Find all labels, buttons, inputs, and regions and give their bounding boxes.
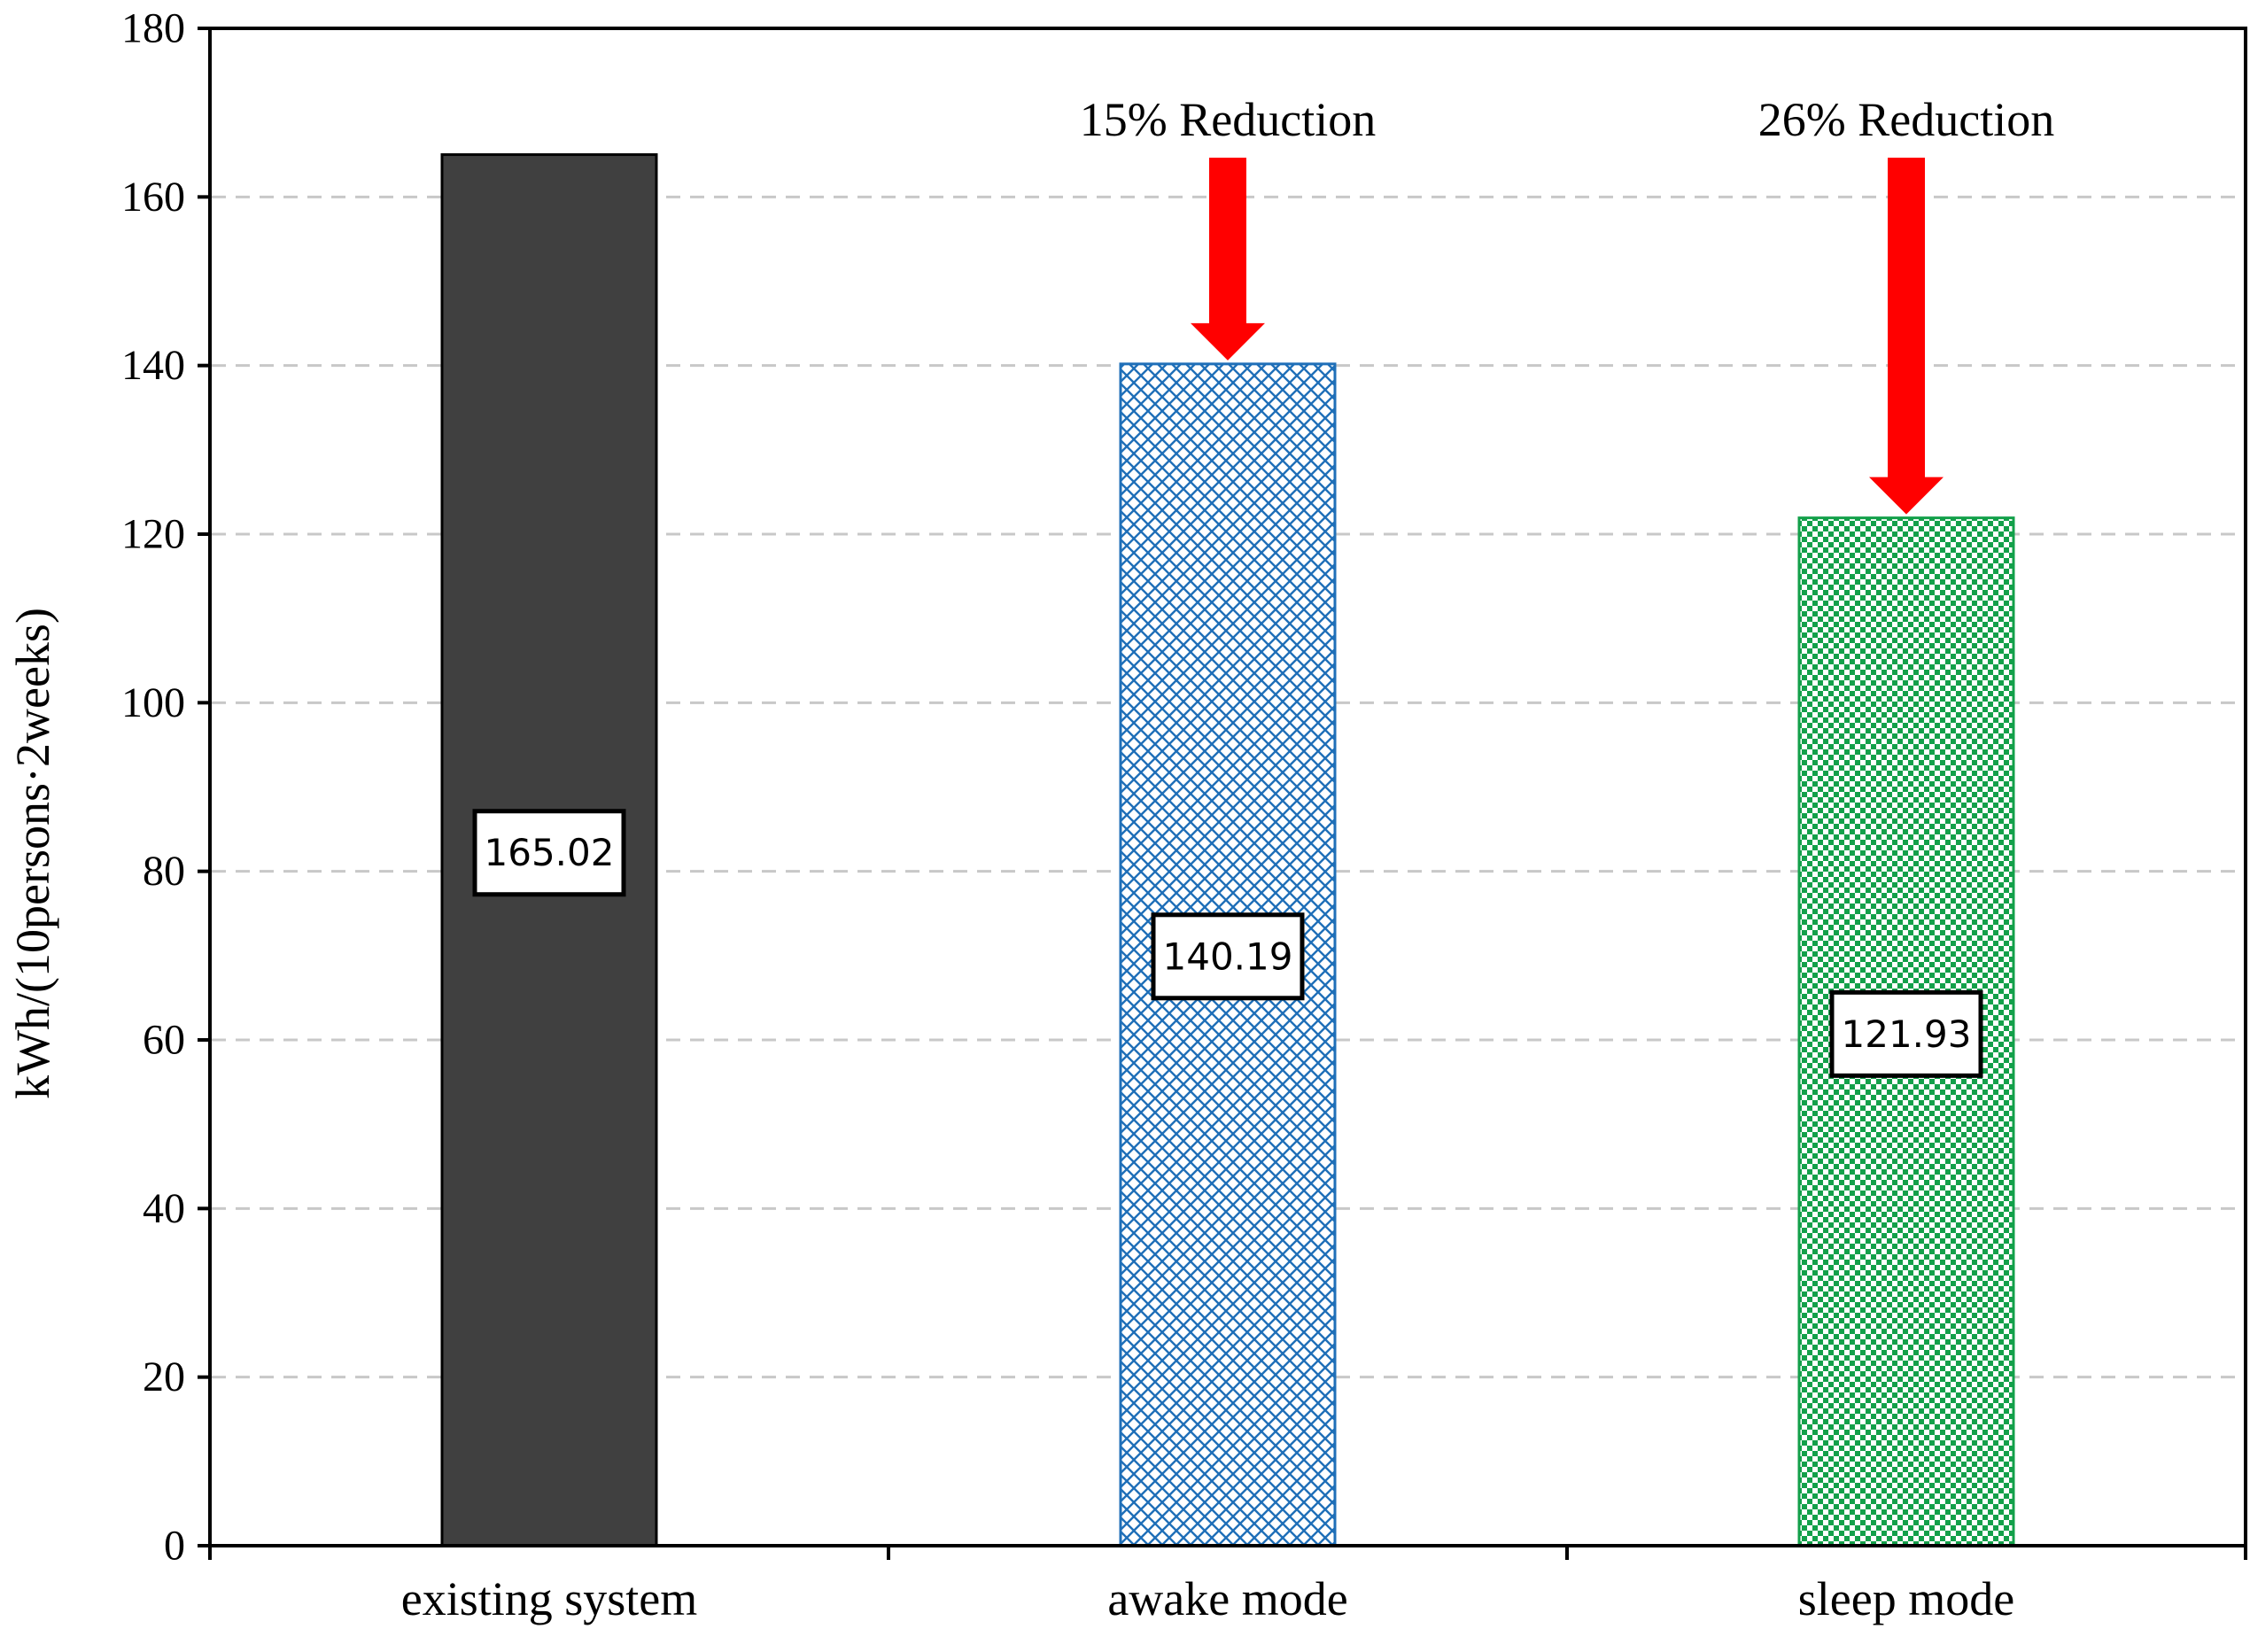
y-tick-label: 60: [143, 1017, 185, 1064]
data-label-box: [1151, 912, 1305, 1001]
annotations: 15% Reduction 26% Reduction: [1080, 93, 2054, 515]
y-tick-label: 120: [121, 511, 185, 558]
reduction-arrow: [1869, 158, 1944, 515]
data-label-text: 165.02: [485, 831, 615, 874]
x-tick-label: existing system: [401, 1572, 698, 1625]
y-axis-title: kWh/(10persons·2weeks): [6, 608, 59, 1099]
y-tick-label: 20: [143, 1353, 185, 1400]
bars: [440, 153, 2015, 1547]
labels: existing system awake mode sleep mode kWh/(…: [6, 608, 2014, 1625]
y-tick-label: 100: [121, 679, 185, 726]
plot-frame: [208, 27, 2247, 1547]
data-label: 140.19: [1151, 912, 1305, 1001]
axes: 0 20 40 60 80 100 120 140 160 180: [121, 5, 2247, 1570]
y-tick-label: 140: [121, 342, 185, 389]
y-tick-label: 180: [121, 5, 185, 52]
data-label-text: 121.93: [1842, 1012, 1972, 1056]
reduction-arrow: [1191, 158, 1265, 361]
y-tick-label: 40: [143, 1185, 185, 1232]
reduction-annotation: 26% Reduction: [1758, 93, 2054, 146]
data-label-text: 140.19: [1163, 935, 1293, 978]
x-tick-label: awake mode: [1107, 1572, 1347, 1625]
data-label: 165.02: [472, 809, 626, 897]
reduction-annotation: 15% Reduction: [1080, 93, 1376, 146]
data-label: 121.93: [1829, 989, 1983, 1078]
data-label-box: [1829, 989, 1983, 1078]
y-tick-label: 160: [121, 174, 185, 221]
x-tick-label: sleep mode: [1798, 1572, 2014, 1625]
data-label-box: [472, 809, 626, 897]
y-tick-label: 0: [164, 1523, 185, 1570]
y-tick-label: 80: [143, 848, 185, 895]
